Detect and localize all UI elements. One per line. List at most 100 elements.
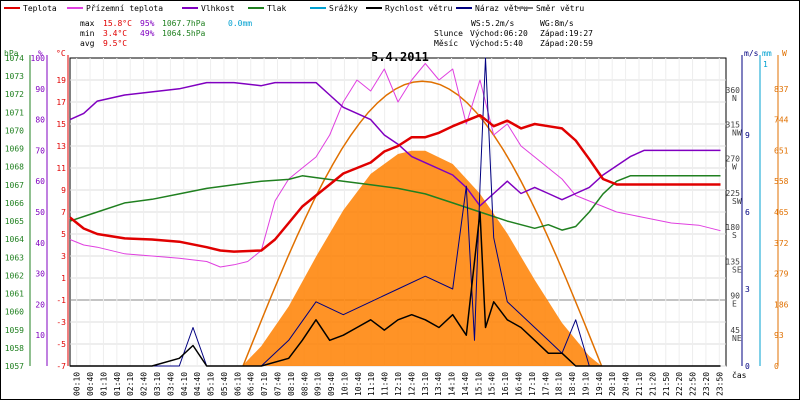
pressure-tick-label: 1061 bbox=[5, 290, 24, 299]
x-tick-label: 05:10 bbox=[207, 372, 216, 396]
humidity-tick-label: 20 bbox=[35, 300, 45, 309]
x-tick-label: 17:10 bbox=[528, 372, 537, 396]
stats-temp: 15.8°C bbox=[103, 19, 132, 28]
temp-tick-label: 17 bbox=[56, 98, 66, 107]
radiation-unit: W bbox=[782, 49, 787, 58]
x-tick-label: 09:10 bbox=[314, 372, 323, 396]
x-tick-label: 19:40 bbox=[595, 372, 604, 396]
humidity-tick-label: 50 bbox=[35, 208, 45, 217]
stats-humidity: 49% bbox=[140, 29, 155, 38]
sun-label: Slunce bbox=[434, 29, 463, 38]
grid bbox=[70, 58, 726, 367]
pressure-unit: hPa bbox=[4, 49, 19, 58]
sun-rise: Východ:06:20 bbox=[470, 29, 528, 38]
x-tick-label: 10:40 bbox=[354, 372, 363, 396]
legend-label: Teplota bbox=[23, 4, 57, 13]
humidity-tick-label: 60 bbox=[35, 177, 45, 186]
series-line bbox=[69, 175, 721, 231]
x-tick-label: 00:40 bbox=[86, 372, 95, 396]
sun-set: Západ:19:27 bbox=[540, 29, 593, 38]
temp-tick-label: 13 bbox=[56, 142, 66, 151]
legend-label: Náraz větru bbox=[475, 4, 528, 13]
rain-tick-label: 1 bbox=[763, 60, 768, 69]
legend: Teplota Přízemní teplota Vlhkost Tlak Srážky… bbox=[4, 4, 593, 48]
series-layer bbox=[69, 57, 721, 367]
pressure-tick-label: 1063 bbox=[5, 253, 24, 262]
x-tick-label: 13:10 bbox=[421, 372, 430, 396]
stats-temp: 9.5°C bbox=[103, 39, 127, 48]
x-tick-label: 15:40 bbox=[488, 372, 497, 396]
direction-name-label: E bbox=[732, 300, 737, 309]
direction-name-label: NE bbox=[732, 334, 742, 343]
radiation-tick-label: 744 bbox=[774, 116, 789, 125]
stats-humidity: 95% bbox=[140, 19, 155, 28]
x-tick-label: 02:10 bbox=[126, 372, 135, 396]
x-tick-label: 21:50 bbox=[662, 372, 671, 396]
x-tick-label: 12:10 bbox=[394, 372, 403, 396]
radiation-tick-label: 93 bbox=[774, 331, 784, 340]
x-tick-label: 22:50 bbox=[689, 372, 698, 396]
radiation-tick-label: 837 bbox=[774, 85, 789, 94]
x-tick-label: 16:40 bbox=[514, 372, 523, 396]
stats-wg: WG:8m/s bbox=[540, 19, 574, 28]
legend-label: Rychlost větru bbox=[385, 4, 453, 13]
x-tick-label: 04:40 bbox=[193, 372, 202, 396]
temp-tick-label: 5 bbox=[61, 230, 66, 239]
legend-label: Přízemní teplota bbox=[86, 4, 163, 13]
temp-tick-label: -7 bbox=[56, 362, 66, 371]
moon-label: Měsíc bbox=[434, 39, 458, 48]
chart-title: 5.4.2011 bbox=[371, 50, 429, 64]
x-tick-label: 23:50 bbox=[715, 372, 724, 396]
radiation-tick-label: 186 bbox=[774, 300, 789, 309]
x-tick-label: 17:40 bbox=[541, 372, 550, 396]
temp-tick-label: 9 bbox=[61, 186, 66, 195]
temp-tick-label: -5 bbox=[56, 340, 66, 349]
x-tick-label: 06:10 bbox=[233, 372, 242, 396]
x-tick-label: 15:10 bbox=[474, 372, 483, 396]
direction-tick-label: 135 bbox=[726, 257, 741, 266]
wind-tick-label: 9 bbox=[745, 131, 750, 140]
humidity-tick-label: 30 bbox=[35, 270, 45, 279]
direction-name-label: NW bbox=[732, 128, 742, 137]
direction-name-label: W bbox=[732, 163, 737, 172]
series-line bbox=[70, 211, 721, 367]
axes: 00:10 00:40 01:10 01:40 02:10 02:40 03:10 03:40… bbox=[4, 49, 789, 396]
moon-set: Západ:20:59 bbox=[540, 39, 593, 48]
direction-tick-label: 180 bbox=[726, 223, 741, 232]
x-tick-label: 13:40 bbox=[434, 372, 443, 396]
x-tick-label: 16:10 bbox=[501, 372, 510, 396]
humidity-tick-label: 40 bbox=[35, 239, 45, 248]
pressure-tick-label: 1069 bbox=[5, 145, 24, 154]
pressure-tick-label: 1062 bbox=[5, 271, 24, 280]
stats-temp: 3.4°C bbox=[103, 29, 127, 38]
stats-row-label: min bbox=[80, 29, 95, 38]
direction-name-label: N bbox=[732, 94, 737, 103]
direction-tick-label: 315 bbox=[726, 120, 741, 129]
x-tick-label: 18:10 bbox=[555, 372, 564, 396]
humidity-unit: % bbox=[38, 49, 43, 58]
humidity-tick-label: 70 bbox=[35, 146, 45, 155]
x-tick-label: 03:40 bbox=[166, 372, 175, 396]
x-tick-label: 11:40 bbox=[381, 372, 390, 396]
x-tick-label: 21:20 bbox=[648, 372, 657, 396]
stats-rain: 0.0mm bbox=[228, 19, 252, 28]
stats-row-label: max bbox=[80, 19, 95, 28]
temp-tick-label: 19 bbox=[56, 76, 66, 85]
humidity-tick-label: 100 bbox=[31, 54, 46, 63]
x-tick-label: 22:20 bbox=[675, 372, 684, 396]
direction-tick-label: 270 bbox=[726, 155, 741, 164]
x-tick-label: 03:10 bbox=[153, 372, 162, 396]
pressure-tick-label: 1067 bbox=[5, 181, 24, 190]
pressure-tick-label: 1066 bbox=[5, 199, 24, 208]
x-tick-label: 04:10 bbox=[180, 372, 189, 396]
stats-pressure: 1064.5hPa bbox=[162, 29, 206, 38]
wind-tick-label: 0 bbox=[745, 362, 750, 371]
x-tick-label: 23:20 bbox=[702, 372, 711, 396]
pressure-tick-label: 1070 bbox=[5, 126, 24, 135]
legend-label: Vlhkost bbox=[201, 4, 235, 13]
x-tick-label: 21:10 bbox=[635, 372, 644, 396]
radiation-tick-label: 0 bbox=[774, 362, 779, 371]
x-tick-label: 14:10 bbox=[448, 372, 457, 396]
pressure-tick-label: 1057 bbox=[5, 362, 24, 371]
legend-label: Směr větru bbox=[536, 4, 584, 13]
